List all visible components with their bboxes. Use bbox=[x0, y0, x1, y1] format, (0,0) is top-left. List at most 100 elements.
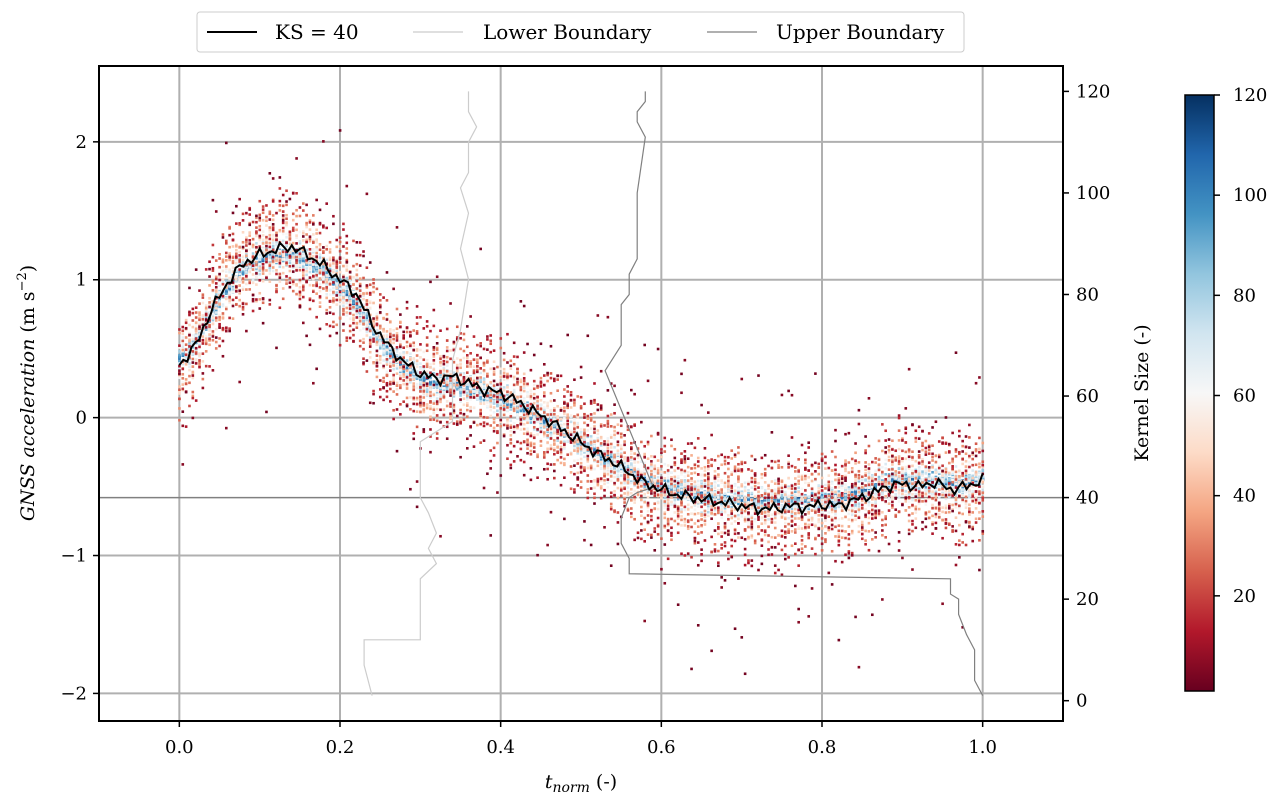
scatter-point bbox=[355, 306, 359, 309]
scatter-point bbox=[573, 491, 576, 494]
scatter-point bbox=[496, 394, 499, 398]
scatter-point bbox=[291, 251, 295, 255]
scatter-point bbox=[529, 452, 533, 456]
scatter-point bbox=[476, 370, 479, 374]
scatter-point bbox=[178, 328, 181, 331]
scatter-point bbox=[328, 240, 332, 244]
scatter-point bbox=[378, 388, 382, 391]
scatter-point bbox=[268, 233, 272, 237]
scatter-point bbox=[429, 394, 432, 398]
scatter-point bbox=[445, 379, 449, 383]
scatter-point bbox=[455, 378, 459, 382]
scatter-point bbox=[509, 441, 513, 445]
scatter-point bbox=[479, 408, 482, 412]
scatter-point bbox=[395, 334, 399, 337]
scatter-point bbox=[241, 245, 245, 249]
scatter-point bbox=[332, 291, 335, 294]
scatter-point bbox=[439, 534, 442, 538]
scatter-point bbox=[539, 399, 543, 402]
scatter-point bbox=[248, 231, 252, 235]
scatter-point bbox=[439, 370, 442, 373]
scatter-point bbox=[482, 379, 486, 382]
scatter-point bbox=[429, 404, 432, 408]
scatter-point bbox=[318, 277, 322, 280]
scatter-point bbox=[583, 412, 586, 416]
scatter-point bbox=[328, 305, 332, 309]
scatter-point bbox=[345, 264, 349, 267]
scatter-point bbox=[445, 389, 449, 392]
scatter-point bbox=[235, 252, 238, 256]
scatter-point bbox=[496, 404, 499, 408]
scatter-point bbox=[382, 329, 385, 333]
scatter-point bbox=[532, 423, 536, 426]
scatter-point bbox=[563, 422, 566, 426]
scatter-point bbox=[291, 289, 295, 293]
scatter-point bbox=[255, 214, 258, 218]
scatter-point bbox=[194, 311, 198, 314]
scatter-point bbox=[352, 305, 355, 309]
scatter-point bbox=[576, 440, 580, 444]
scatter-point bbox=[345, 301, 349, 305]
scatter-point bbox=[228, 256, 231, 259]
scatter-point bbox=[335, 260, 339, 264]
scatter-point bbox=[405, 351, 409, 354]
scatter-point bbox=[395, 372, 399, 375]
scatter-point bbox=[335, 291, 339, 294]
scatter-point bbox=[308, 283, 312, 287]
scatter-point bbox=[586, 443, 590, 446]
scatter-point bbox=[204, 328, 208, 331]
scatter-point bbox=[255, 265, 258, 269]
scatter-point bbox=[389, 387, 392, 391]
scatter-point bbox=[479, 383, 482, 386]
scatter-point bbox=[399, 313, 402, 316]
scatter-point bbox=[389, 346, 392, 350]
scatter-point bbox=[439, 421, 442, 424]
scatter-point bbox=[298, 293, 302, 296]
scatter-point bbox=[312, 248, 315, 251]
scatter-point bbox=[579, 445, 583, 449]
scatter-point bbox=[251, 220, 255, 224]
scatter-point bbox=[278, 176, 282, 179]
scatter-point bbox=[589, 453, 593, 457]
scatter-point bbox=[449, 370, 452, 373]
scatter-point bbox=[362, 276, 365, 280]
scatter-point bbox=[338, 240, 342, 244]
scatter-point bbox=[432, 392, 436, 395]
scatter-point bbox=[382, 316, 385, 320]
scatter-point bbox=[519, 378, 523, 382]
scatter-point bbox=[375, 375, 379, 379]
scatter-point bbox=[345, 241, 349, 245]
scatter-point bbox=[218, 284, 221, 288]
scatter-point bbox=[399, 321, 402, 324]
scatter-point bbox=[211, 317, 215, 321]
scatter-point bbox=[281, 258, 285, 261]
scatter-point bbox=[512, 405, 516, 408]
scatter-point bbox=[472, 379, 476, 383]
scatter-point bbox=[392, 328, 395, 332]
scatter-point bbox=[251, 309, 255, 313]
scatter-point bbox=[221, 294, 225, 298]
scatter-point bbox=[301, 288, 305, 292]
scatter-point bbox=[553, 448, 556, 452]
scatter-point bbox=[465, 408, 469, 412]
scatter-point bbox=[368, 329, 372, 333]
scatter-point bbox=[579, 480, 583, 483]
scatter-point bbox=[563, 400, 566, 404]
scatter-point bbox=[439, 397, 442, 401]
scatter-point bbox=[365, 192, 369, 196]
scatter-point bbox=[399, 361, 402, 364]
scatter-point bbox=[425, 382, 429, 386]
scatter-point bbox=[569, 465, 573, 468]
scatter-point bbox=[462, 338, 466, 342]
scatter-point bbox=[352, 313, 355, 317]
scatter-point bbox=[389, 400, 392, 403]
scatter-point bbox=[422, 386, 426, 389]
scatter-point bbox=[516, 383, 519, 386]
scatter-point bbox=[368, 338, 372, 342]
scatter-point bbox=[288, 251, 292, 254]
scatter-point bbox=[204, 337, 208, 341]
scatter-point bbox=[301, 260, 305, 263]
scatter-point bbox=[566, 426, 570, 429]
scatter-point bbox=[208, 323, 211, 327]
scatter-point bbox=[452, 393, 456, 396]
